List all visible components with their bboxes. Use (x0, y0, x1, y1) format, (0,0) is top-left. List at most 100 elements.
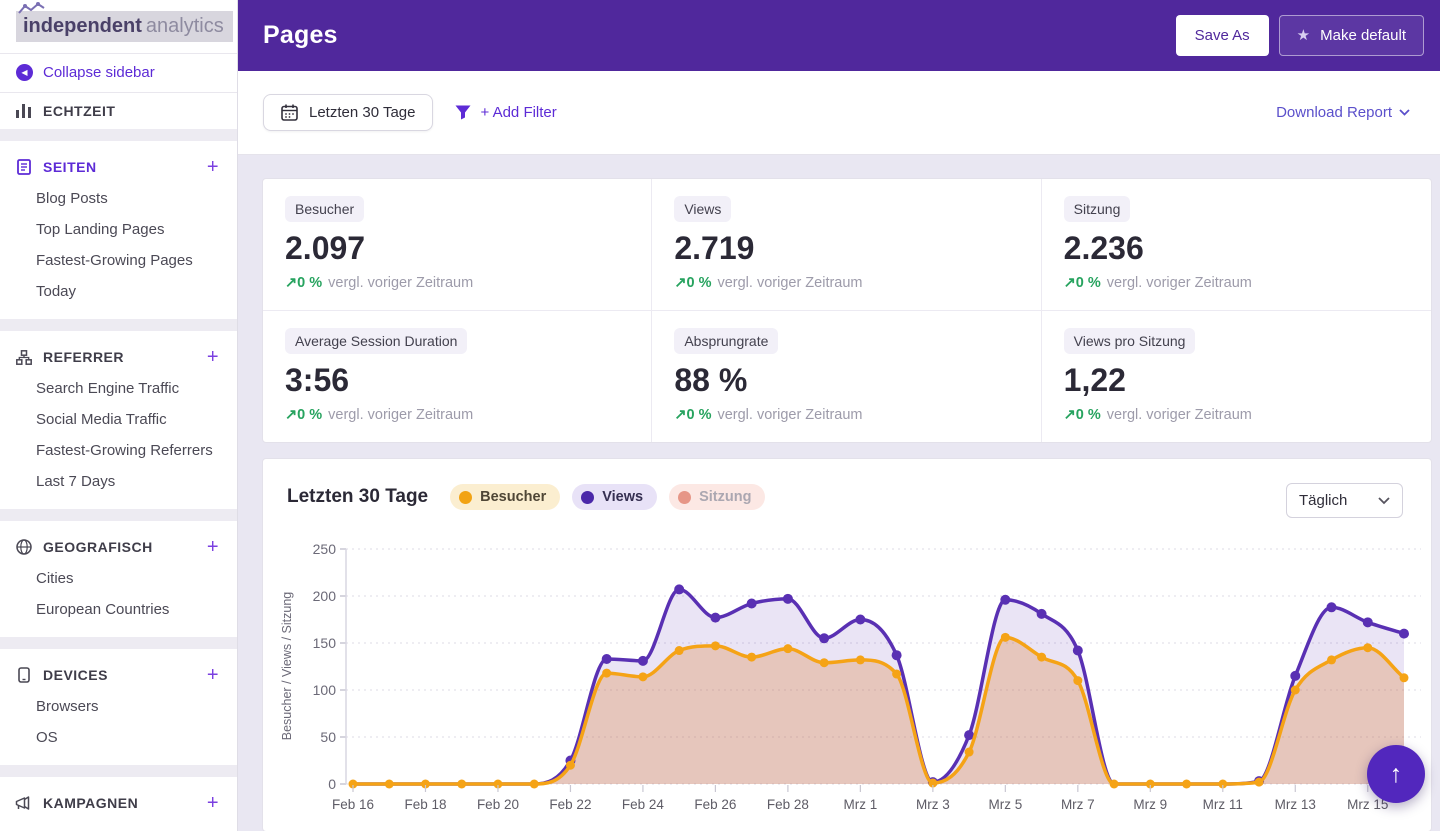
stat-delta: ↗0 %vergl. voriger Zeitraum (674, 275, 1018, 291)
legend-label: Views (602, 489, 643, 505)
make-default-label: Make default (1320, 27, 1406, 44)
compare-text: vergl. voriger Zeitraum (1107, 407, 1252, 423)
svg-text:Feb 16: Feb 16 (332, 797, 374, 812)
sidebar-item-referrer[interactable]: REFERRER + (0, 341, 237, 373)
section-title: GEOGRAFISCH (43, 539, 153, 555)
sidebar-item-top-landing-pages[interactable]: Top Landing Pages (0, 214, 237, 245)
sidebar-item-devices[interactable]: DEVICES + (0, 659, 237, 691)
svg-text:Mrz 13: Mrz 13 (1275, 797, 1316, 812)
save-as-button[interactable]: Save As (1176, 15, 1269, 56)
sidebar-item-fastest-growing-referrers[interactable]: Fastest-Growing Referrers (0, 435, 237, 466)
star-icon: ★ (1297, 28, 1310, 43)
add-report-button[interactable]: + (207, 540, 219, 554)
stat-views-pro-sitzung: Views pro Sitzung 1,22 ↗0 %vergl. vorige… (1042, 311, 1431, 442)
calendar-icon (281, 104, 298, 121)
add-report-button[interactable]: + (207, 350, 219, 364)
add-report-button[interactable]: + (207, 160, 219, 174)
stat-value: 3:56 (285, 362, 629, 399)
svg-text:Besucher / Views / Sitzung: Besucher / Views / Sitzung (280, 592, 294, 741)
sidebar-item-os[interactable]: OS (0, 722, 237, 753)
traffic-area-chart: 050100150200250Besucher / Views / Sitzun… (263, 536, 1431, 831)
section-title: SEITEN (43, 159, 97, 175)
trend-up-badge: ↗0 % (1064, 275, 1101, 291)
legend-dot-views (581, 491, 594, 504)
scroll-to-top-button[interactable]: ↑ (1367, 745, 1425, 803)
add-report-button[interactable]: + (207, 668, 219, 682)
trend-up-badge: ↗0 % (674, 407, 711, 423)
sidebar-item-last-7-days[interactable]: Last 7 Days (0, 466, 237, 497)
svg-text:Feb 20: Feb 20 (477, 797, 519, 812)
logo-text-bold: independent (23, 15, 142, 37)
stat-label: Sitzung (1064, 196, 1131, 222)
svg-text:50: 50 (320, 729, 336, 745)
stat-label: Average Session Duration (285, 328, 467, 354)
collapse-label: Collapse sidebar (43, 64, 155, 81)
add-filter-button[interactable]: + Add Filter (455, 104, 556, 121)
sidebar-item-fastest-growing-pages[interactable]: Fastest-Growing Pages (0, 245, 237, 276)
make-default-button[interactable]: ★ Make default (1279, 15, 1424, 56)
sidebar-item-seiten[interactable]: SEITEN + (0, 151, 237, 183)
svg-text:0: 0 (328, 776, 336, 792)
app-logo[interactable]: independentanalytics (16, 11, 233, 42)
section-title: ECHTZEIT (43, 103, 115, 119)
logo-text-light: analytics (146, 15, 224, 37)
arrow-up-icon: ↑ (1390, 760, 1403, 789)
sidebar-section-kampagnen: KAMPAGNEN + (0, 777, 237, 831)
sidebar-item-today[interactable]: Today (0, 276, 237, 307)
svg-text:Feb 26: Feb 26 (694, 797, 736, 812)
stat-label: Views (674, 196, 731, 222)
content: Besucher 2.097 ↗0 %vergl. voriger Zeitra… (238, 155, 1440, 831)
add-report-button[interactable]: + (207, 796, 219, 810)
compare-text: vergl. voriger Zeitraum (717, 275, 862, 291)
chart-title: Letzten 30 Tage (287, 486, 428, 508)
sidebar-section-geografisch: GEOGRAFISCH + Cities European Countries (0, 521, 237, 637)
stat-delta: ↗0 % vergl. voriger Zeitraum (1064, 407, 1409, 423)
trend-up-badge: ↗0 % (1064, 407, 1101, 423)
chart-header: Letzten 30 Tage Besucher Views Sitzung (263, 459, 1431, 510)
svg-text:Mrz 9: Mrz 9 (1133, 797, 1167, 812)
interval-select[interactable]: Täglich (1286, 483, 1403, 518)
interval-value: Täglich (1299, 492, 1347, 509)
sidebar-item-social-media-traffic[interactable]: Social Media Traffic (0, 404, 237, 435)
svg-text:Feb 22: Feb 22 (549, 797, 591, 812)
legend-label: Sitzung (699, 489, 751, 505)
svg-text:Feb 28: Feb 28 (767, 797, 809, 812)
stat-session-duration: Average Session Duration 3:56 ↗0 %vergl.… (263, 311, 652, 442)
sidebar-item-kampagnen[interactable]: KAMPAGNEN + (0, 787, 237, 819)
traffic-chart-card: Letzten 30 Tage Besucher Views Sitzung (262, 458, 1432, 831)
svg-text:Mrz 3: Mrz 3 (916, 797, 950, 812)
chevron-down-icon (1378, 497, 1390, 505)
svg-text:200: 200 (313, 588, 337, 604)
sidebar-item-cities[interactable]: Cities (0, 563, 237, 594)
svg-text:250: 250 (313, 541, 337, 557)
stat-delta: ↗0 %vergl. voriger Zeitraum (285, 407, 629, 423)
bar-chart-icon (15, 104, 32, 118)
trend-up-badge: ↗0 % (285, 407, 322, 423)
compare-text: vergl. voriger Zeitraum (328, 275, 473, 291)
sidebar-item-european-countries[interactable]: European Countries (0, 594, 237, 625)
sidebar-section-seiten: SEITEN + Blog Posts Top Landing Pages Fa… (0, 141, 237, 319)
logo-block: independentanalytics (0, 0, 237, 54)
legend-sitzung[interactable]: Sitzung (669, 484, 765, 510)
sidebar-item-search-engine-traffic[interactable]: Search Engine Traffic (0, 373, 237, 404)
mobile-icon (15, 667, 32, 683)
legend-besucher[interactable]: Besucher (450, 484, 560, 510)
stat-delta: ↗0 % vergl. voriger Zeitraum (1064, 275, 1409, 291)
compare-text: vergl. voriger Zeitraum (1107, 275, 1252, 291)
sidebar-item-browsers[interactable]: Browsers (0, 691, 237, 722)
svg-text:Mrz 7: Mrz 7 (1061, 797, 1095, 812)
download-report-button[interactable]: Download Report (1276, 104, 1410, 121)
stats-summary-card: Besucher 2.097 ↗0 %vergl. voriger Zeitra… (262, 178, 1432, 443)
collapse-sidebar-button[interactable]: ◀ Collapse sidebar (0, 54, 237, 92)
sidebar-item-blog-posts[interactable]: Blog Posts (0, 183, 237, 214)
chevron-down-icon (1399, 109, 1410, 116)
sidebar-section-devices: DEVICES + Browsers OS (0, 649, 237, 765)
sidebar-item-geografisch[interactable]: GEOGRAFISCH + (0, 531, 237, 563)
legend-views[interactable]: Views (572, 484, 657, 510)
section-title: REFERRER (43, 349, 124, 365)
chart-legend: Besucher Views Sitzung (450, 484, 765, 510)
sidebar-item-echtzeit[interactable]: ECHTZEIT (0, 93, 237, 129)
section-title: DEVICES (43, 667, 108, 683)
date-range-button[interactable]: Letzten 30 Tage (263, 94, 433, 131)
add-filter-label: + Add Filter (480, 104, 556, 121)
